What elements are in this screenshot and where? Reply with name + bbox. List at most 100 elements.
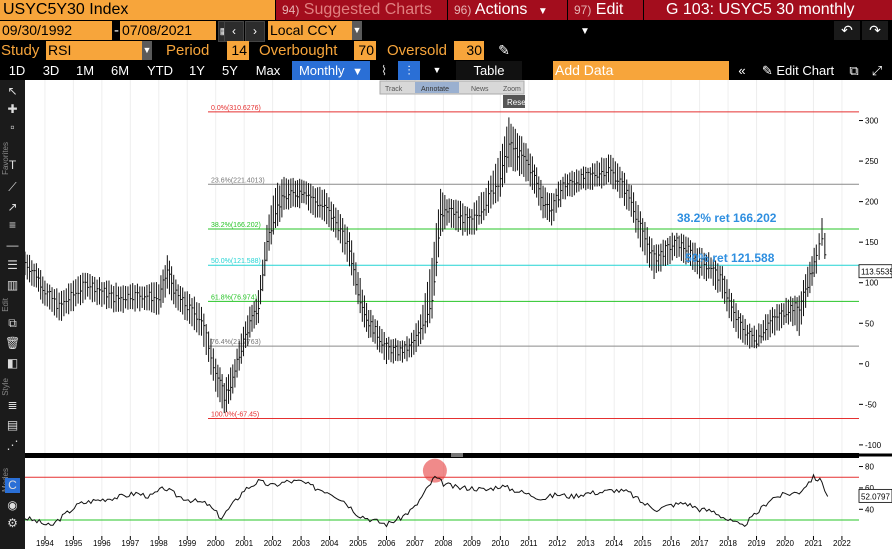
timeframe-max[interactable]: Max (255, 63, 281, 78)
color-swatch-icon[interactable]: ◧ (6, 356, 19, 370)
timeframe-3d[interactable]: 3D (42, 63, 60, 78)
panel-resize-handle[interactable] (451, 453, 463, 457)
x-tick-label: 2004 (321, 539, 339, 548)
rsi-last-label: 52.0797 (861, 492, 890, 501)
x-tick-label: 2007 (406, 539, 424, 548)
x-tick-label: 2000 (207, 539, 225, 548)
annotate-button[interactable]: Annotate (421, 86, 449, 93)
y-tick-label: 150 (865, 238, 879, 247)
annotations: 38.2% ret 166.202 50% ret 121.588 (677, 211, 777, 265)
last-price-box (858, 264, 892, 279)
x-tick-label: 2022 (833, 539, 851, 548)
actions-menu[interactable]: 96) Actions ▼ (448, 0, 567, 20)
next-period-button[interactable]: › (245, 21, 265, 42)
line-width-icon[interactable]: ▤ (6, 418, 19, 432)
ray-icon[interactable]: ↗ (7, 200, 18, 214)
overbought-field[interactable]: 70 (354, 41, 376, 60)
start-date-field[interactable]: 09/30/1992 (0, 21, 112, 40)
header-bar: USYC5Y30 Index 94) Suggested Charts 96) … (0, 0, 892, 37)
date-range-bar: 09/30/1992 - 07/08/2021 ▦ ‹ › Local CCY … (0, 21, 892, 42)
timeframe-1m[interactable]: 1M (75, 63, 95, 78)
chart-options-icon[interactable]: ⧉ (849, 63, 859, 78)
y-tick-label: 50 (865, 319, 874, 328)
x-tick-label: 2009 (463, 539, 481, 548)
rsi-highlight-circle (422, 458, 447, 483)
fib-label: 61.8%(76.974) (211, 294, 257, 301)
mode-c-icon[interactable]: C (5, 478, 20, 493)
drawing-tools-sidebar: ↖ ✚ ▫ Favorites T ⟋ ↗ ≡ — ☰ ▥ Edit ⧉ 🗑 ◧… (0, 80, 25, 549)
news-button[interactable]: News (471, 86, 489, 93)
rsi-y-tick-label: 40 (865, 505, 874, 514)
timeframe-5y[interactable]: 5Y (222, 63, 238, 78)
frequency-dropdown[interactable]: Monthly ▼ (292, 61, 370, 80)
copy-icon[interactable]: ⧉ (8, 316, 17, 330)
x-tick-label: 1999 (178, 539, 196, 548)
period-field[interactable]: 14 (227, 41, 249, 60)
timeframe-6m[interactable]: 6M (110, 63, 130, 78)
reset-button[interactable]: Reset (507, 98, 529, 107)
x-tick-label: 2015 (634, 539, 652, 548)
study-field[interactable]: RSI (46, 41, 142, 60)
currency-dropdown-icon[interactable]: ▼ (352, 21, 362, 40)
style-tab[interactable]: Style (1, 378, 10, 396)
caret-down-icon: ▼ (537, 6, 548, 17)
chart-type-dropdown-icon[interactable]: ▼ (432, 65, 442, 75)
y-tick-label: -100 (865, 441, 882, 450)
reset-button-bg[interactable] (503, 95, 525, 108)
edit-menu[interactable]: 97) Edit ▼ (568, 0, 643, 37)
line-style-icon[interactable]: ≣ (7, 398, 18, 412)
text-icon[interactable]: T (8, 158, 17, 172)
previous-period-button[interactable]: ‹ (224, 21, 244, 42)
trendline-icon[interactable]: ⟋ (8, 180, 17, 194)
bar-chart-icon[interactable]: ⫶ (398, 61, 420, 80)
pencil-icon[interactable]: ✎ (494, 41, 514, 60)
zoom-icon[interactable]: ▫ (10, 120, 15, 134)
study-dropdown-icon[interactable]: ▼ (142, 41, 152, 60)
x-tick-label: 2008 (435, 539, 453, 548)
chart-area[interactable]: 0.0%(310.6276) 23.6%(221.4013) 38.2%(166.2… (25, 80, 892, 549)
zoom-button[interactable]: Zoom (503, 86, 521, 93)
y-tick-label: 300 (865, 117, 879, 126)
edit-tab[interactable]: Edit (1, 298, 10, 312)
timeframe-1y[interactable]: 1Y (189, 63, 205, 78)
suggested-charts-button[interactable]: 94) Suggested Charts (276, 0, 447, 20)
x-tick-label: 2016 (662, 539, 680, 548)
dash-style-icon[interactable]: ⋰ (6, 438, 19, 452)
currency-field[interactable]: Local CCY (268, 21, 352, 40)
channel-icon[interactable]: ≡ (8, 218, 16, 232)
redo-icon[interactable]: ↷ (862, 21, 888, 40)
oversold-field[interactable]: 30 (454, 41, 484, 60)
cursor-icon[interactable]: ↖ (7, 84, 18, 98)
line-chart-icon[interactable]: ⌇ (380, 63, 388, 78)
edit-chart-button[interactable]: ✎ Edit Chart (755, 61, 841, 80)
x-tick-label: 2001 (235, 539, 253, 548)
horizontal-line-icon[interactable]: — (6, 238, 19, 252)
x-tick-label: 2021 (805, 539, 823, 548)
mode-alert-icon[interactable]: ◉ (7, 498, 18, 512)
x-tick-label: 2012 (548, 539, 566, 548)
y-tick-label: 0 (865, 360, 870, 369)
fib-label: 50.0%(121.588) (211, 258, 261, 265)
timeframe-ytd[interactable]: YTD (147, 63, 173, 78)
period-label: Period (166, 42, 210, 59)
ticker-field[interactable]: USYC5Y30 Index (0, 0, 275, 20)
track-button[interactable]: Track (385, 86, 403, 93)
fullscreen-icon[interactable]: ⤢ (871, 63, 883, 78)
table-button[interactable]: Table (456, 61, 522, 80)
end-date-field[interactable]: 07/08/2021 (120, 21, 216, 40)
collapse-icon[interactable]: « (738, 63, 746, 78)
settings-gear-icon[interactable]: ⚙ (7, 516, 18, 530)
chart-title: G 103: USYC5 30 monthly (644, 0, 892, 20)
study-bar: Study RSI ▼ Period 14 Overbought 70 Over… (0, 41, 892, 60)
brush-icon[interactable]: ▥ (6, 278, 19, 292)
annotate-button-bg[interactable] (415, 82, 459, 93)
x-tick-label: 2006 (378, 539, 396, 548)
undo-icon[interactable]: ↶ (834, 21, 860, 40)
rsi-line (25, 473, 829, 528)
crosshair-icon[interactable]: ✚ (7, 102, 18, 116)
fibonacci-icon[interactable]: ☰ (7, 258, 18, 272)
timeframe-1d[interactable]: 1D (8, 63, 26, 78)
add-data-input[interactable]: Add Data (553, 61, 729, 80)
menu-number: 97) (574, 3, 592, 17)
delete-icon[interactable]: 🗑 (5, 336, 21, 350)
